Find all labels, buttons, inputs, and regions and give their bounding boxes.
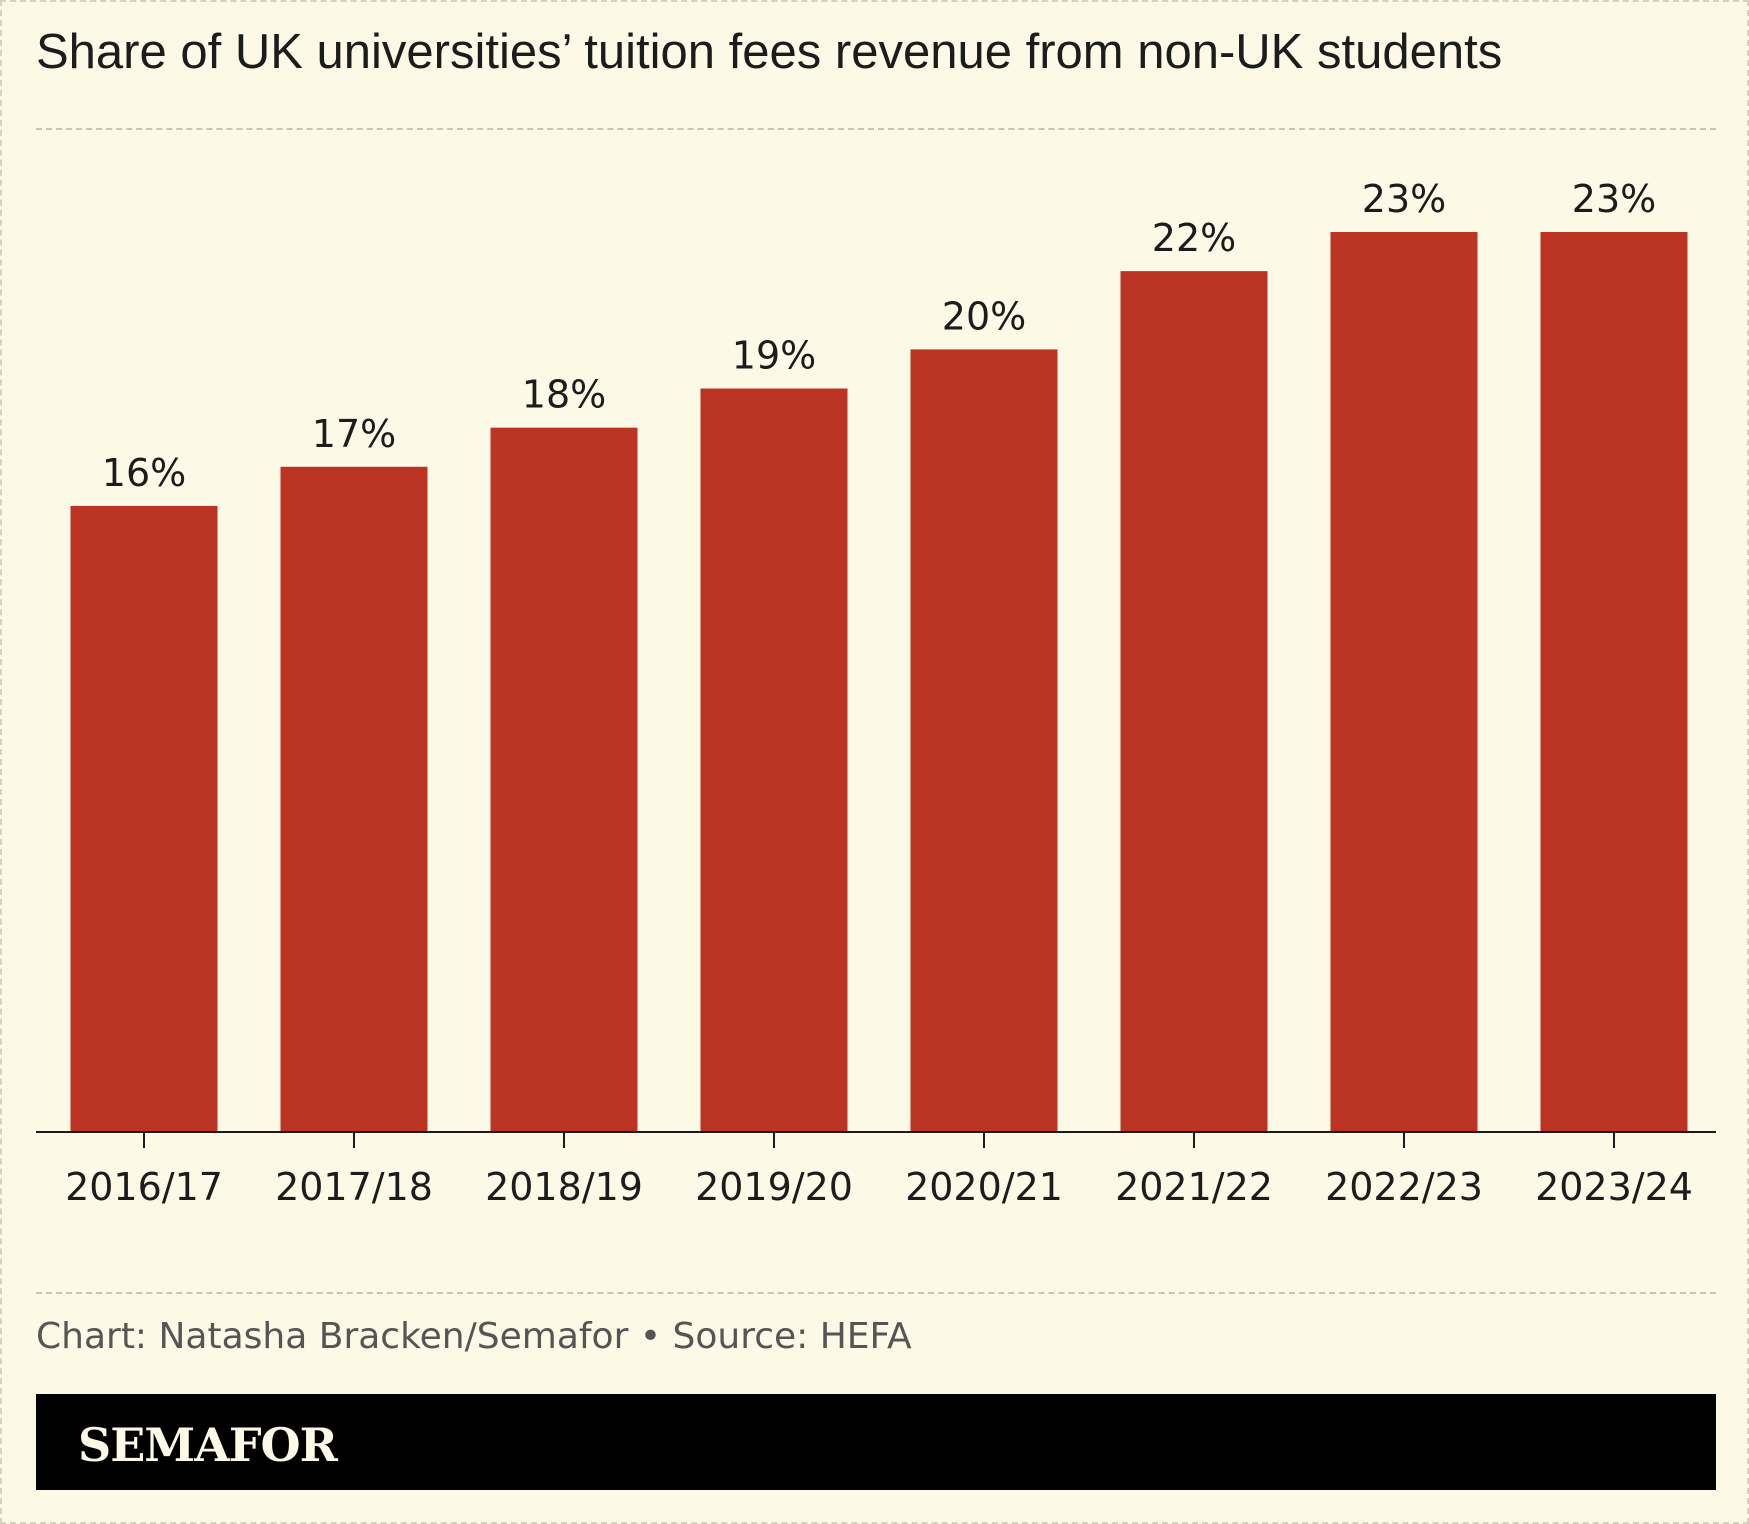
footer-divider [36,1292,1716,1294]
x-tick-label: 2020/21 [905,1165,1063,1209]
bar-2019-20 [700,388,848,1132]
x-tick-label: 2016/17 [65,1165,223,1209]
bar-chart: 16% 2016/17 17% 2017/18 18% 2018/19 19% 2019/20… [36,177,1716,1209]
x-tick-label: 2017/18 [275,1165,433,1209]
bar-2018-19 [490,427,638,1132]
data-label: 16% [102,451,186,495]
data-label: 22% [1152,216,1236,260]
brand-bar: SEMAFOR [36,1394,1716,1490]
bar-2020-21 [910,349,1058,1132]
data-label: 23% [1362,177,1446,221]
data-label: 18% [522,373,606,417]
semafor-logo: SEMAFOR [78,1418,338,1472]
bar-2017-18 [280,466,428,1133]
data-label: 23% [1572,177,1656,221]
x-tick-label: 2021/22 [1115,1165,1273,1209]
bar-2016-17 [70,505,218,1132]
bar-2021-22 [1120,271,1268,1132]
x-tick-label: 2022/23 [1325,1165,1483,1209]
chart-credit: Chart: Natasha Bracken/Semafor • Source:… [36,1316,912,1357]
chart-title: Share of UK universities’ tuition fees r… [36,25,1503,79]
data-label: 20% [942,294,1026,338]
data-label: 17% [312,412,396,456]
x-tick-label: 2023/24 [1535,1165,1693,1209]
x-tick-label: 2019/20 [695,1165,853,1209]
title-divider [36,128,1716,130]
data-label: 19% [732,334,816,378]
x-tick-label: 2018/19 [485,1165,643,1209]
bar-2023-24 [1540,232,1688,1132]
bar-2022-23 [1330,232,1478,1132]
